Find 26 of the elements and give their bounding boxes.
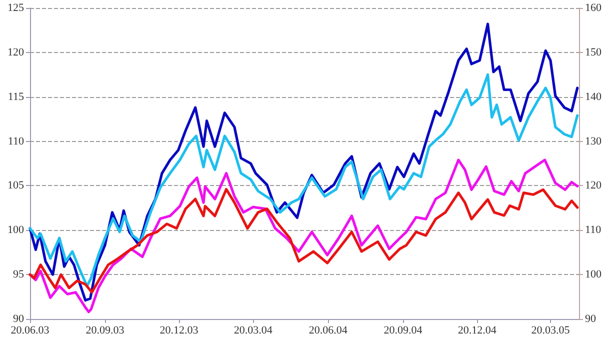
y2-tick-label: 160 (585, 2, 602, 14)
y-tick-label: 115 (8, 90, 24, 103)
x-tick-label: 20.12.04 (458, 324, 497, 336)
x-tick-label: 20.03.05 (531, 324, 570, 336)
y-tick-label: 95 (13, 268, 24, 281)
y2-tick-label: 120 (585, 180, 602, 192)
x-tick-label: 20.06.03 (10, 324, 50, 336)
y-tick-label: 110 (8, 135, 24, 148)
y-tick-label: 105 (8, 180, 24, 192)
y-tick-label: 120 (8, 46, 24, 58)
y2-tick-label: 100 (585, 268, 602, 281)
y2-tick-label: 130 (585, 135, 602, 148)
y2-tick-label: 140 (585, 90, 602, 103)
y2-tick-label: 110 (585, 224, 602, 236)
line-series (28, 73, 579, 288)
line-series (28, 188, 579, 294)
x-tick-label: 20.03.04 (234, 324, 273, 336)
x-tick-label: 20.12.03 (160, 324, 199, 336)
y-tick-label: 125 (8, 2, 24, 14)
x-tick-label: 20.09.04 (384, 324, 423, 336)
x-tick-label: 20.09.03 (86, 324, 125, 336)
y-tick-label: 100 (8, 224, 24, 236)
x-tick-label: 20.06.04 (308, 324, 348, 336)
y-tick-label: 90 (13, 313, 24, 325)
y2-tick-label: 90 (585, 313, 596, 325)
y2-tick-label: 150 (585, 46, 602, 58)
